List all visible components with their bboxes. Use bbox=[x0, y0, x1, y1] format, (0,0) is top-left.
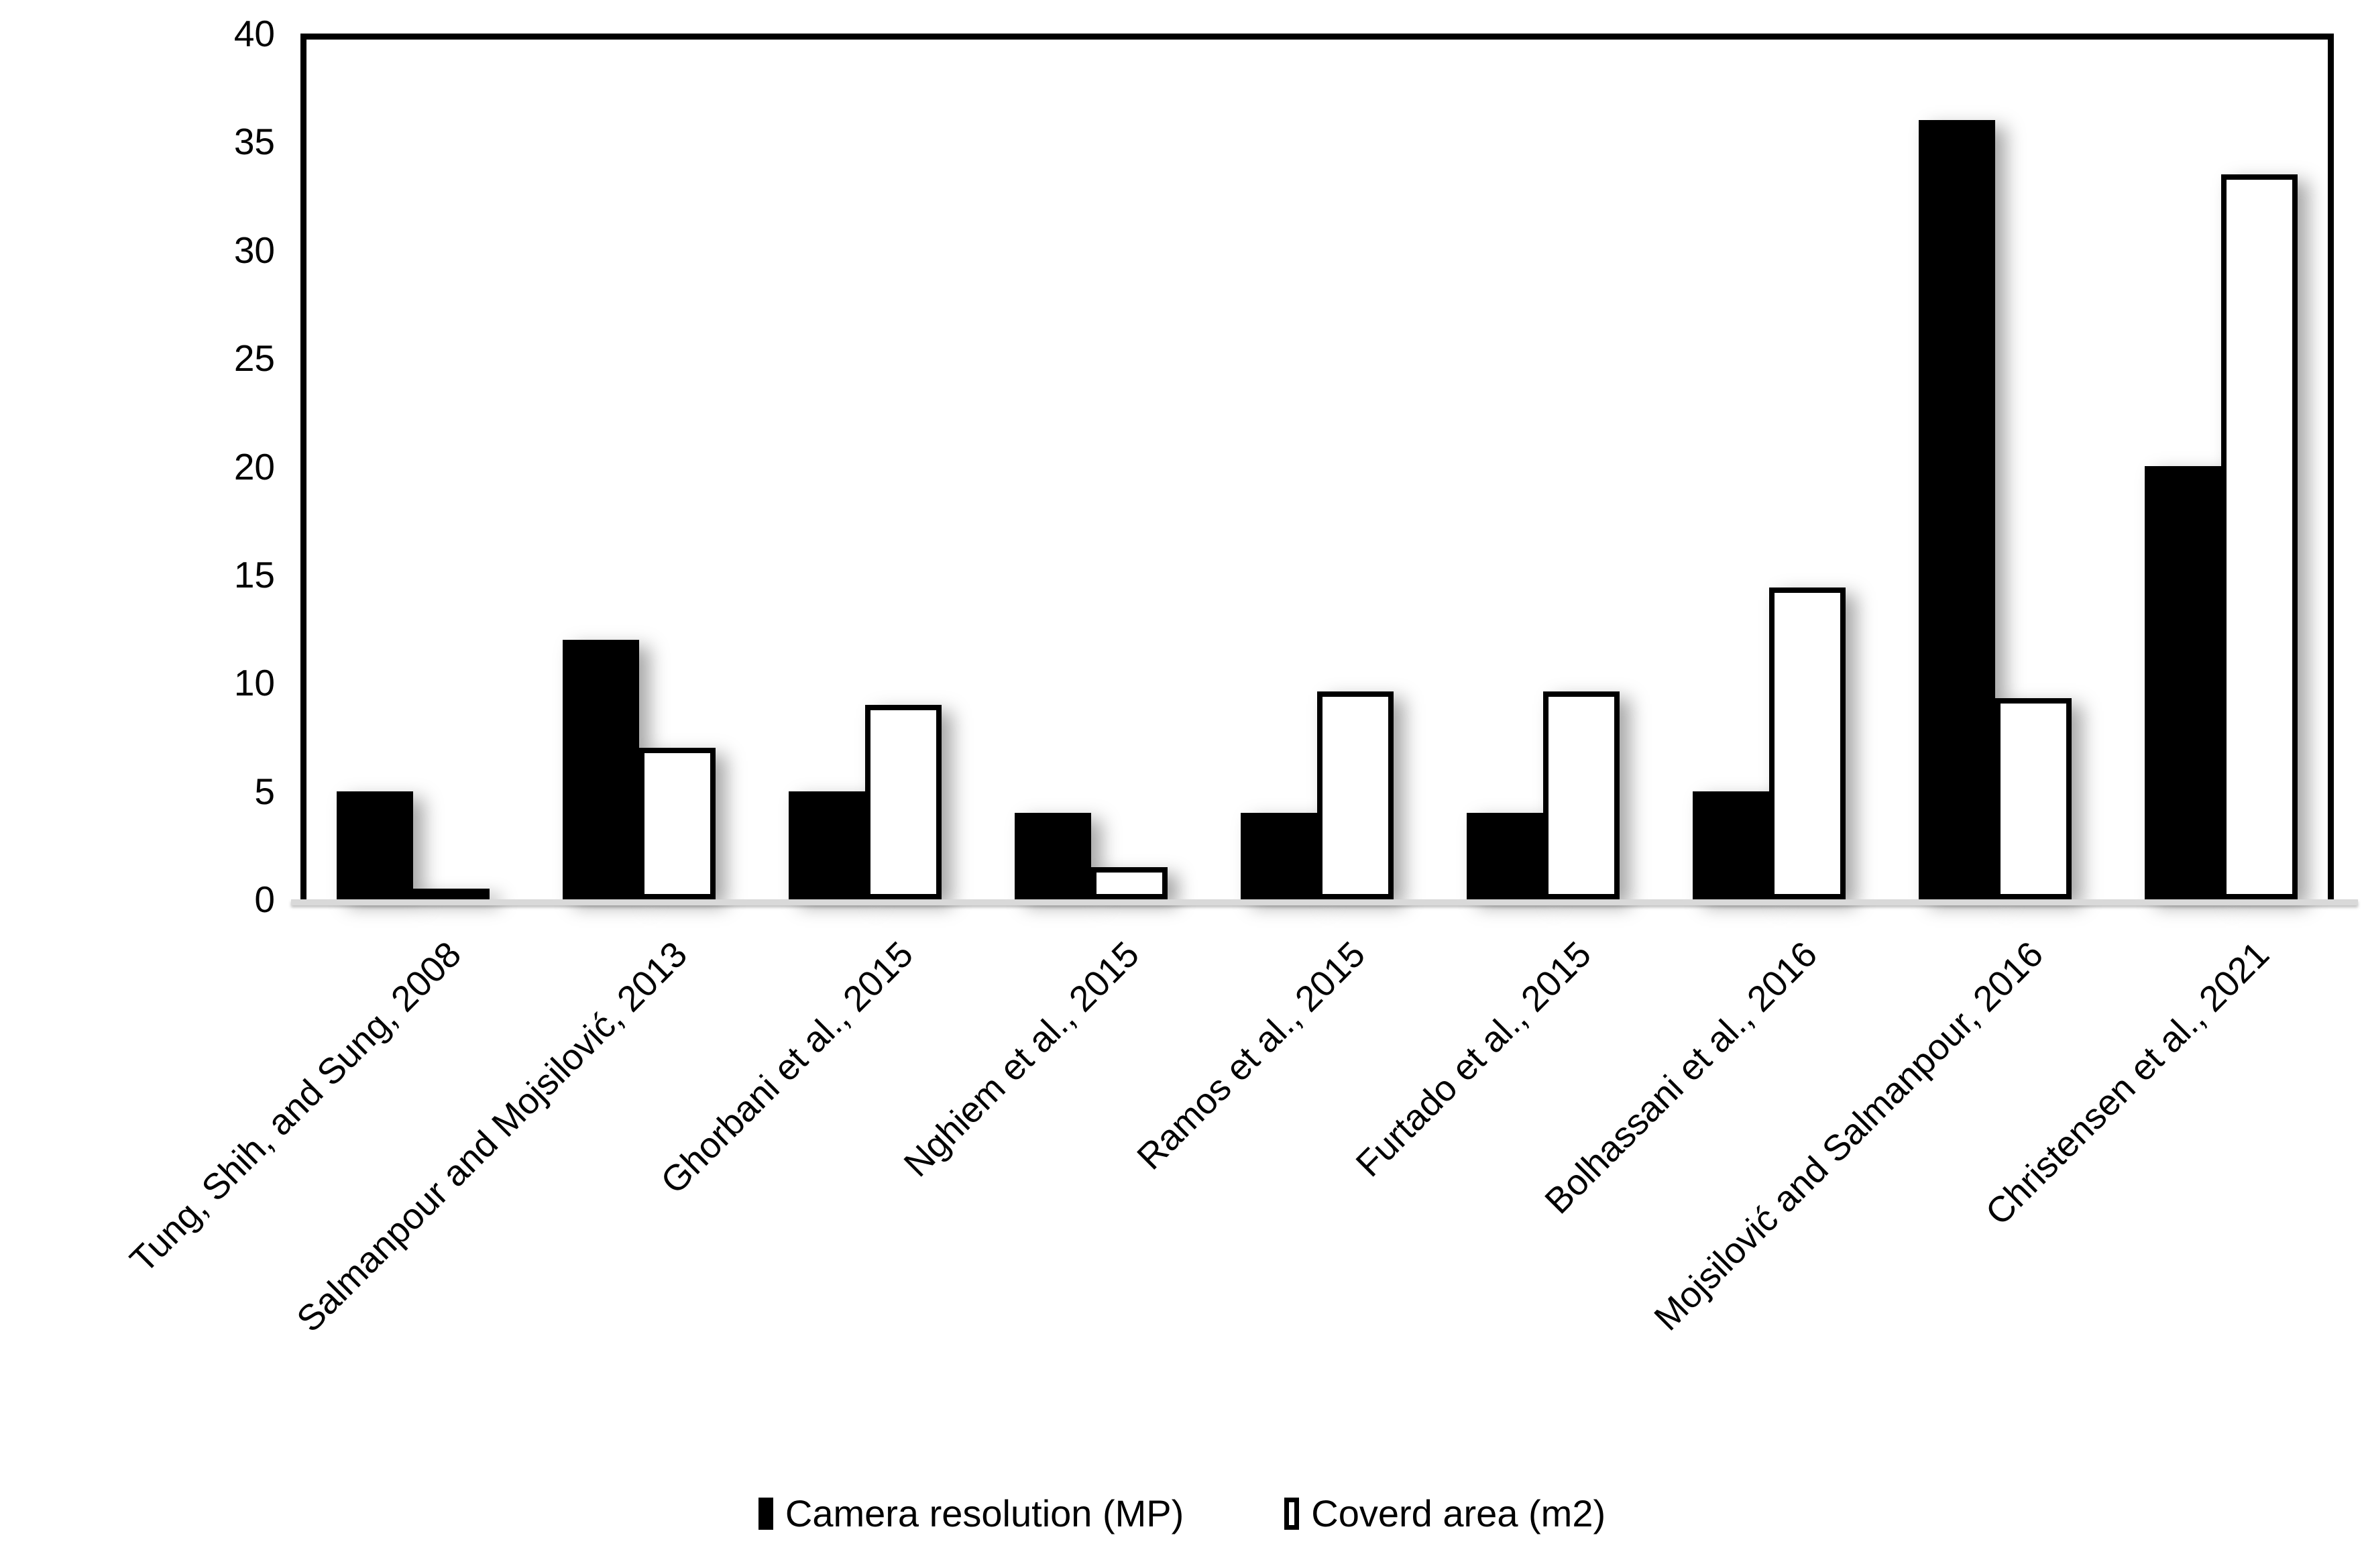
x-axis-category-label: Tung, Shih, and Sung, 2008 bbox=[122, 934, 469, 1281]
y-axis-tick-label: 40 bbox=[233, 13, 275, 54]
bar-covered-area bbox=[1995, 698, 2072, 899]
plot-area bbox=[300, 34, 2334, 899]
y-axis-tick-label: 25 bbox=[233, 337, 275, 379]
legend-swatch-black-icon bbox=[758, 1498, 773, 1530]
bar-camera-resolution bbox=[789, 791, 865, 899]
bar-covered-area bbox=[1317, 691, 1394, 899]
x-axis-category-label: Salmanpour and Mojsilović, 2013 bbox=[289, 934, 695, 1340]
x-axis-category-label: Nghiem et al., 2015 bbox=[896, 934, 1147, 1185]
bar-camera-resolution bbox=[1015, 813, 1091, 899]
y-axis-tick-label: 5 bbox=[254, 771, 275, 812]
y-axis-tick-label: 15 bbox=[233, 554, 275, 596]
bar-camera-resolution bbox=[1241, 813, 1317, 899]
x-axis-category-label: Bolhassani et al., 2016 bbox=[1537, 934, 1825, 1222]
x-axis-category-label: Mojsilović and Salmanpour, 2016 bbox=[1646, 934, 2051, 1339]
bar-covered-area bbox=[1091, 867, 1168, 899]
y-axis-tick-label: 0 bbox=[254, 879, 275, 920]
bar-covered-area bbox=[1543, 691, 1620, 899]
legend-label: Camera resolution (MP) bbox=[785, 1492, 1184, 1534]
y-axis-tick-label: 10 bbox=[233, 662, 275, 704]
x-axis-line bbox=[291, 899, 2358, 905]
y-axis-tick-label: 20 bbox=[233, 446, 275, 488]
bar-camera-resolution bbox=[1467, 813, 1543, 899]
legend-swatch-white-icon bbox=[1284, 1498, 1300, 1530]
x-axis-category-label: Ramos et al., 2015 bbox=[1129, 934, 1373, 1178]
bar-covered-area bbox=[639, 748, 716, 899]
bar-camera-resolution bbox=[563, 640, 639, 899]
bar-covered-area bbox=[413, 889, 490, 899]
bar-covered-area bbox=[1769, 587, 1846, 899]
legend-item-camera-resolution: Camera resolution (MP) bbox=[758, 1492, 1184, 1535]
bar-covered-area bbox=[865, 705, 942, 899]
legend-item-covered-area: Coverd area (m2) bbox=[1284, 1492, 1606, 1535]
bar-camera-resolution bbox=[1693, 791, 1769, 899]
x-axis-category-label: Christensen et al., 2021 bbox=[1978, 934, 2277, 1233]
bar-camera-resolution bbox=[1919, 120, 1995, 899]
y-axis-tick-label: 30 bbox=[233, 229, 275, 271]
x-axis-category-label: Furtado et al., 2015 bbox=[1348, 934, 1599, 1185]
x-axis-category-label: Ghorbani et al., 2015 bbox=[653, 934, 921, 1202]
chart-legend: Camera resolution (MP) Coverd area (m2) bbox=[0, 1492, 2364, 1535]
bar-covered-area bbox=[2221, 174, 2298, 899]
legend-label: Coverd area (m2) bbox=[1311, 1492, 1606, 1534]
y-axis-tick-label: 35 bbox=[233, 121, 275, 162]
bar-camera-resolution bbox=[2145, 466, 2221, 899]
bar-camera-resolution bbox=[337, 791, 413, 899]
